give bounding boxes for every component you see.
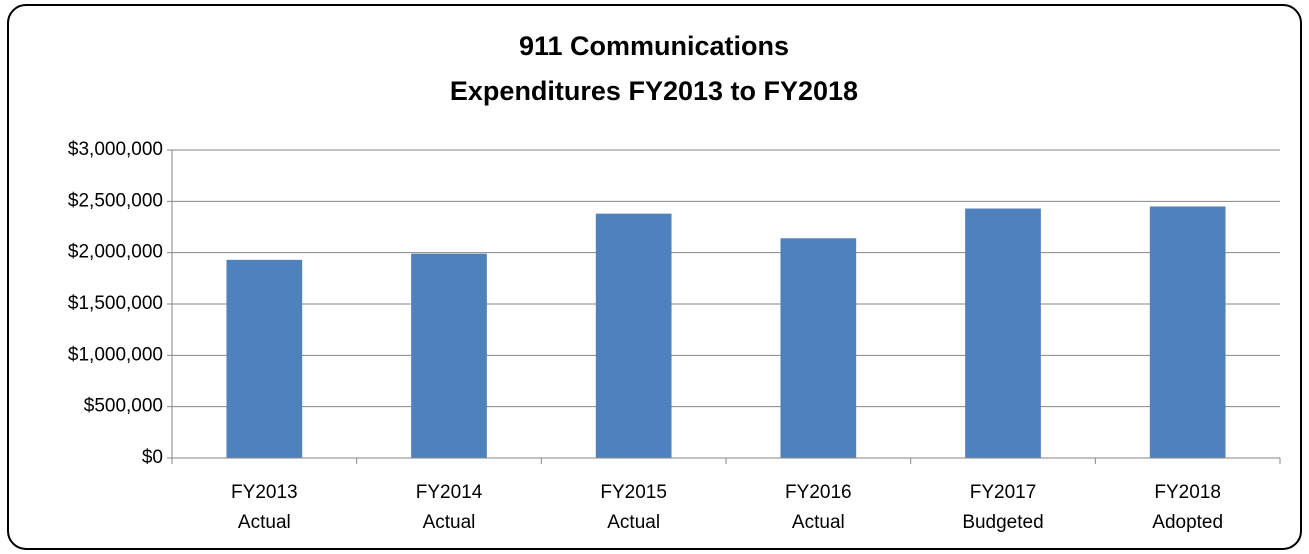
bar — [1149, 206, 1226, 458]
x-tick-label: FY2014 — [416, 482, 483, 503]
y-tick-label: $1,000,000 — [68, 344, 163, 365]
chart-title: Expenditures FY2013 to FY2018 — [450, 76, 858, 106]
y-tick-label: $3,000,000 — [68, 139, 163, 160]
y-tick-label: $2,000,000 — [68, 242, 163, 263]
x-tick-label: FY2017 — [970, 482, 1037, 503]
y-tick-label: $2,500,000 — [68, 190, 163, 211]
chart-title: 911 Communications — [519, 31, 789, 61]
bar — [595, 213, 672, 458]
x-tick-label: Budgeted — [962, 512, 1043, 533]
x-tick-label: Actual — [238, 512, 291, 533]
bar — [965, 208, 1041, 458]
y-tick-label: $500,000 — [84, 396, 163, 417]
y-tick-label: $0 — [142, 447, 163, 468]
x-tick-label: FY2013 — [231, 482, 298, 503]
bar — [226, 259, 303, 458]
bar — [780, 238, 857, 458]
x-tick-label: Actual — [607, 512, 660, 533]
x-tick-label: FY2018 — [1154, 482, 1221, 503]
x-tick-label: Adopted — [1152, 512, 1223, 533]
x-tick-label: FY2015 — [600, 482, 667, 503]
x-tick-label: Actual — [423, 512, 476, 533]
x-tick-label: Actual — [792, 512, 845, 533]
bar — [411, 253, 487, 458]
y-tick-label: $1,500,000 — [68, 293, 163, 314]
x-tick-label: FY2016 — [785, 482, 852, 503]
